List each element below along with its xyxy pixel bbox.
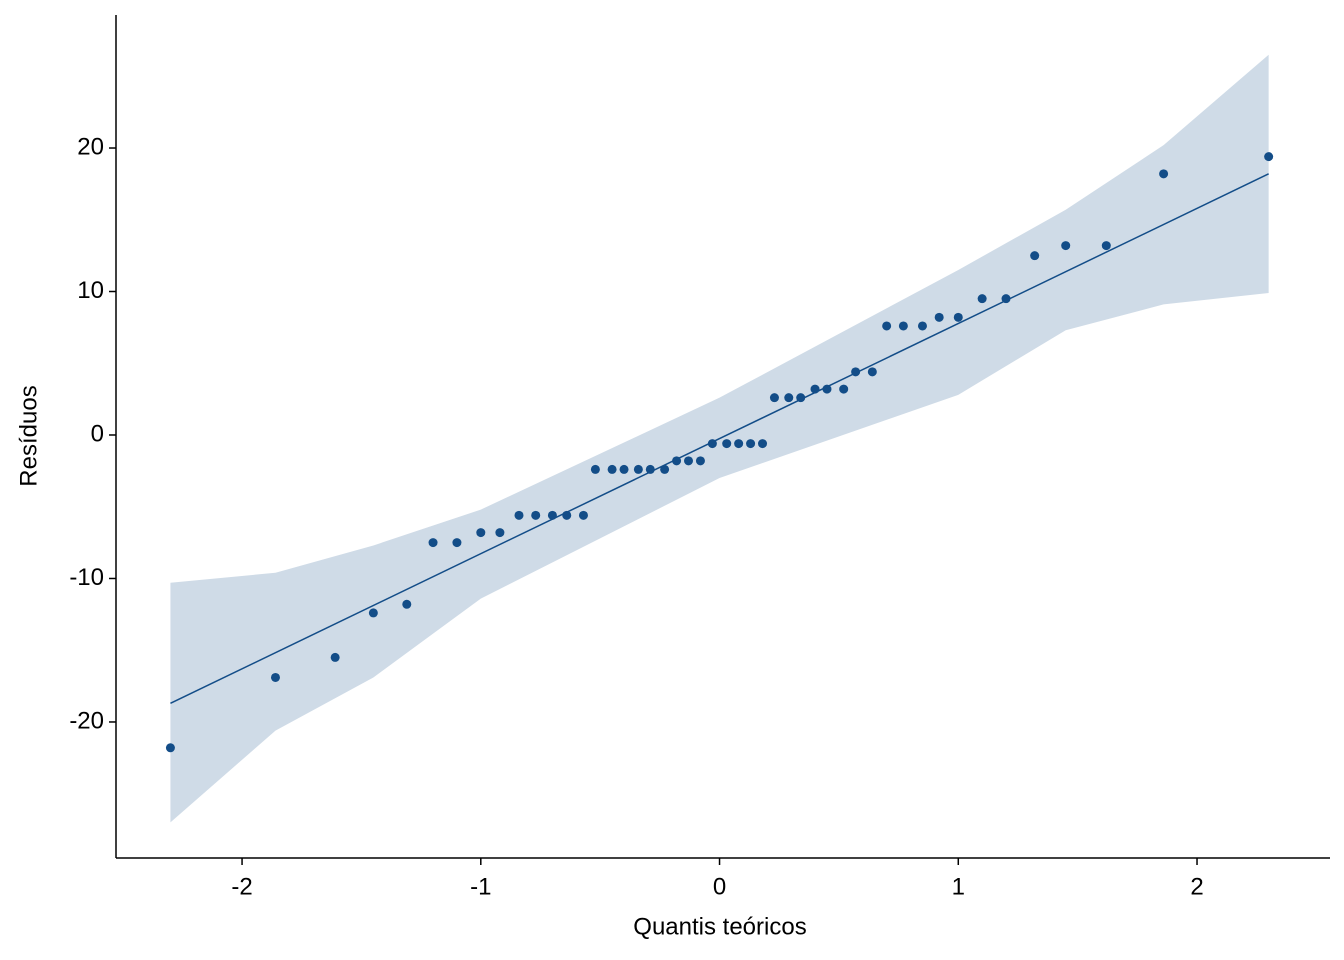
x-axis-title: Quantis teóricos: [633, 913, 806, 940]
point: [839, 384, 849, 394]
point: [531, 510, 541, 520]
y-tick-label: 0: [91, 420, 104, 447]
point: [165, 743, 175, 753]
y-tick-label: 10: [77, 277, 104, 304]
point: [330, 652, 340, 662]
x-tick-label: 2: [1190, 873, 1203, 900]
x-tick-label: -2: [231, 873, 252, 900]
point: [368, 608, 378, 618]
point: [672, 456, 682, 466]
x-tick-label: 0: [713, 873, 726, 900]
point: [578, 510, 588, 520]
point: [402, 599, 412, 609]
point: [810, 384, 820, 394]
point: [746, 439, 756, 449]
point: [476, 528, 486, 538]
point: [514, 510, 524, 520]
point: [769, 393, 779, 403]
point: [607, 464, 617, 474]
point: [1101, 241, 1111, 251]
y-tick-label: -10: [69, 564, 104, 591]
point: [270, 672, 280, 682]
point: [734, 439, 744, 449]
point: [898, 321, 908, 331]
point: [758, 439, 768, 449]
fit-line: [170, 173, 1269, 704]
y-tick-label: 20: [77, 133, 104, 160]
x-tick-label: 1: [952, 873, 965, 900]
point: [784, 393, 794, 403]
point: [684, 456, 694, 466]
point: [882, 321, 892, 331]
point: [917, 321, 927, 331]
point: [633, 464, 643, 474]
point: [590, 464, 600, 474]
point: [1030, 251, 1040, 261]
point: [867, 367, 877, 377]
y-axis-title: Resíduos: [15, 385, 42, 486]
point: [1159, 169, 1169, 179]
point: [428, 538, 438, 548]
point: [822, 384, 832, 394]
point: [796, 393, 806, 403]
point: [851, 367, 861, 377]
point: [707, 439, 717, 449]
point: [495, 528, 505, 538]
point: [695, 456, 705, 466]
point: [645, 464, 655, 474]
point: [722, 439, 732, 449]
point: [562, 510, 572, 520]
point: [934, 312, 944, 322]
point: [953, 312, 963, 322]
x-tick-label: -1: [470, 873, 491, 900]
point: [1061, 241, 1071, 251]
point: [1264, 152, 1274, 162]
point: [1001, 294, 1011, 304]
point: [619, 464, 629, 474]
point: [977, 294, 987, 304]
point: [660, 464, 670, 474]
y-tick-label: -20: [69, 707, 104, 734]
point: [547, 510, 557, 520]
point: [452, 538, 462, 548]
